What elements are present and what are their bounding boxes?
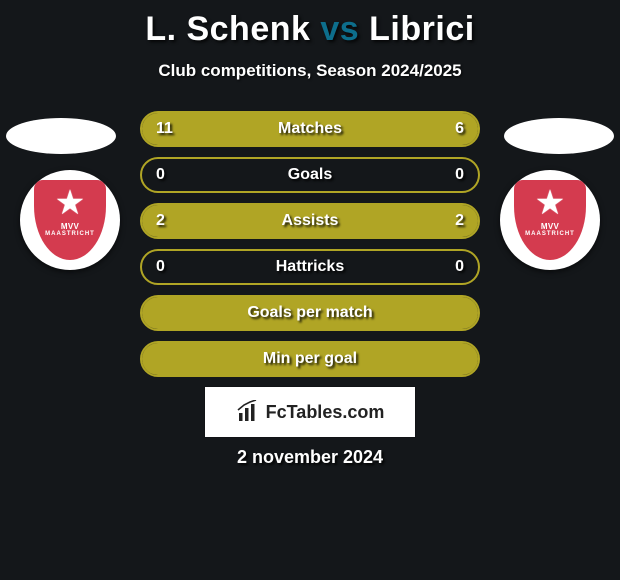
club-shield-line1: MVV <box>61 222 79 231</box>
stat-label: Assists <box>282 212 339 230</box>
club-shield-line2: MAASTRICHT <box>45 231 95 237</box>
club-shield: ★ MVV MAASTRICHT <box>514 180 586 260</box>
stat-row: Goals per match <box>140 295 480 331</box>
star-icon: ★ <box>55 186 85 220</box>
player1-club-badge: ★ MVV MAASTRICHT <box>20 170 120 270</box>
fctables-logo: FcTables.com <box>205 387 415 437</box>
stat-label: Hattricks <box>276 258 344 276</box>
club-shield-body: ★ MVV MAASTRICHT <box>34 180 106 260</box>
stat-value-left: 0 <box>156 258 165 276</box>
date: 2 november 2024 <box>0 447 620 468</box>
stat-value-right: 0 <box>455 258 464 276</box>
club-badge-circle: ★ MVV MAASTRICHT <box>500 170 600 270</box>
stats-bars: 11 6 Matches 0 0 Goals 2 2 Assists 0 0 Hattricks Goa… <box>140 111 480 377</box>
stat-value-right: 0 <box>455 166 464 184</box>
logo-text: FcTables.com <box>266 402 385 423</box>
club-shield-line2: MAASTRICHT <box>525 231 575 237</box>
subtitle: Club competitions, Season 2024/2025 <box>0 61 620 81</box>
comparison-card: L. Schenk vs Librici Club competitions, … <box>0 0 620 580</box>
stat-row: 2 2 Assists <box>140 203 480 239</box>
club-shield-line1: MVV <box>541 222 559 231</box>
stat-value-right: 2 <box>455 212 464 230</box>
player2-club-badge: ★ MVV MAASTRICHT <box>500 170 600 270</box>
stat-value-left: 2 <box>156 212 165 230</box>
player1-silhouette <box>6 118 116 154</box>
club-shield-body: ★ MVV MAASTRICHT <box>514 180 586 260</box>
stat-value-left: 11 <box>156 120 173 138</box>
stat-row: Min per goal <box>140 341 480 377</box>
page-title: L. Schenk vs Librici <box>0 10 620 49</box>
stat-label: Goals per match <box>247 304 372 322</box>
stat-label: Matches <box>278 120 342 138</box>
player2-silhouette <box>504 118 614 154</box>
stat-value-right: 6 <box>455 120 464 138</box>
stat-row: 0 0 Goals <box>140 157 480 193</box>
club-badge-circle: ★ MVV MAASTRICHT <box>20 170 120 270</box>
stat-label: Goals <box>288 166 332 184</box>
stat-label: Min per goal <box>263 350 357 368</box>
star-icon: ★ <box>535 186 565 220</box>
stat-value-left: 0 <box>156 166 165 184</box>
player2-name: Librici <box>369 10 475 48</box>
stat-row: 0 0 Hattricks <box>140 249 480 285</box>
club-shield: ★ MVV MAASTRICHT <box>34 180 106 260</box>
vs-text: vs <box>320 10 359 48</box>
stat-row: 11 6 Matches <box>140 111 480 147</box>
chart-icon <box>236 400 260 424</box>
player1-name: L. Schenk <box>145 10 310 48</box>
